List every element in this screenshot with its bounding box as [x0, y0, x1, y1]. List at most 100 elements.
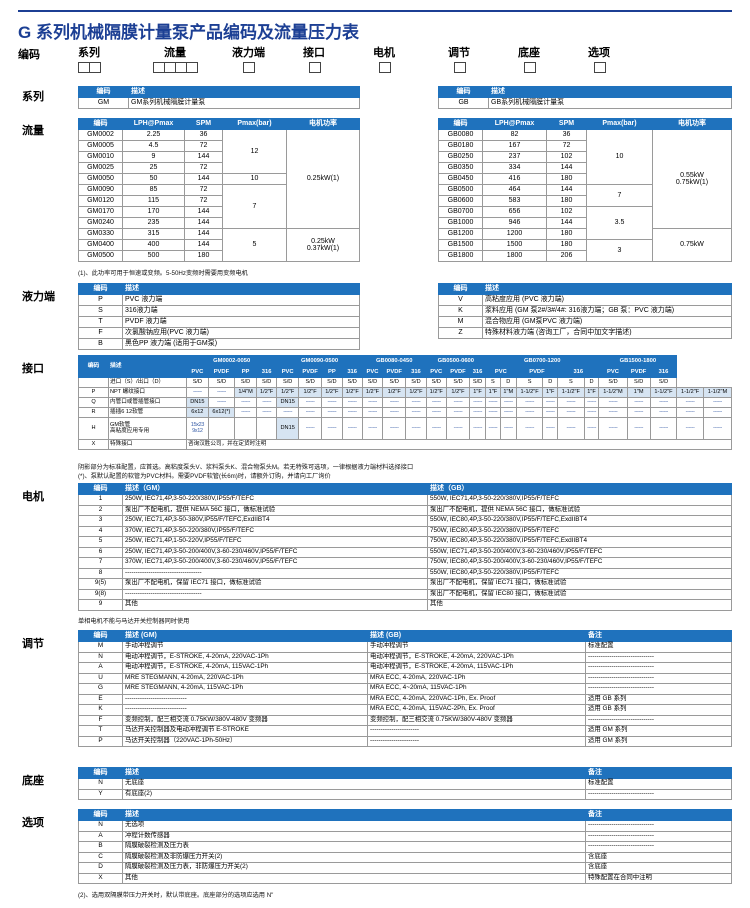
sd-row-code [78, 377, 109, 388]
code-box[interactable] [378, 62, 391, 73]
table-row: N 无底座 标准配置 [78, 778, 732, 790]
code-box[interactable] [593, 62, 606, 73]
code-key-adjust-label: 调节 [448, 47, 470, 59]
interface-desc: 插插6 12软管 [108, 407, 187, 418]
option-code: A [78, 830, 123, 842]
interface-cell: ------ [234, 397, 257, 408]
table-row: U MRE STEGMANN, 4-20mA, 220VAC-1Ph MRA ECC… [78, 672, 732, 684]
code-box[interactable] [89, 62, 101, 73]
motor-gm-desc: 其他 [122, 599, 428, 611]
base-desc: 有底座(2) [122, 788, 586, 800]
table-row: T 马达开关控制器及电动冲程调节 E-STROKE ----------------… [78, 725, 732, 737]
interface-cell: ------ [382, 397, 407, 408]
interface-material-header: 316 [649, 366, 678, 378]
interface-cell: 1/2"F [298, 387, 323, 398]
interface-material-header: PVDF [515, 366, 559, 378]
table-row: 2 泵出厂不配电机，提供 NEMA 56C 接口，做标准试验 泵出厂不配电机，提供 … [78, 504, 732, 516]
series-desc: GB系列机械隔膜计量泵 [488, 97, 732, 109]
interface-cell: 1-1/2"F [557, 387, 585, 398]
interface-material-header: 316 [341, 366, 363, 378]
interface-code: X [78, 439, 109, 450]
motor-code: 9(5) [78, 578, 123, 590]
motor-gb-desc: 750W, IEC80,4P,3-50-220/380V,IP55/F/TEFC… [427, 536, 732, 548]
interface-material-header: PVC [425, 366, 447, 378]
interface-cell: 1"F [484, 387, 501, 398]
code-box[interactable] [186, 62, 198, 73]
interface-cell: ------ [207, 397, 236, 408]
table-row: K ----------------------------- MRA ECC, 4… [78, 704, 732, 716]
flow-pmax: 3.5 [586, 206, 653, 240]
interface-cell: 1"F [469, 387, 486, 398]
code-box[interactable] [523, 62, 536, 73]
flow-code: GB0600 [438, 195, 483, 207]
interface-material-header: PVDF [626, 366, 651, 378]
table-row: Q 内管口或管插管接口 DN15 ------ ------ ------ DN15 ----… [78, 397, 733, 408]
flow-pmax: 7 [586, 184, 653, 207]
col-code: 编码 [78, 86, 129, 98]
adjust-note: 适用 GM 系列 [585, 725, 732, 737]
adjust-gm-desc: ----------------------------- [122, 704, 368, 716]
interface-cell: ------ [649, 397, 678, 408]
table-row: 9(8) ------------------------------------… [78, 588, 732, 600]
adjust-gm-desc: 电动冲程调节，E-STROKE, 4-20mA, 220VAC-1Ph [122, 651, 368, 663]
flow-code: GM0120 [78, 195, 123, 207]
section-label-interface: 接口 [22, 363, 44, 375]
liquid-end-code: B [78, 338, 123, 350]
adjust-note: 适用 GB 系列 [585, 704, 732, 716]
flow-spm: 206 [546, 250, 587, 262]
code-box[interactable] [308, 62, 321, 73]
flow-lph: 9 [122, 151, 185, 163]
interface-cell: ------ [255, 397, 278, 408]
flow-code: GM0400 [78, 239, 123, 251]
adjust-gb-desc: ----------------------- [367, 735, 586, 747]
code-key-series: 系列 [78, 44, 101, 73]
interface-cell: ------ [583, 397, 600, 408]
liquid-end-code: F [78, 327, 123, 339]
interface-desc: GM软管 高粘度应用专用 [108, 417, 187, 440]
flow-code: GB0250 [438, 151, 483, 163]
flow-code: GB0350 [438, 162, 483, 174]
table-row: GM0170 170 144 [78, 206, 360, 218]
flow-code: GM0090 [78, 184, 123, 196]
sd-cell: S/D [321, 377, 343, 388]
interface-cell: ------ [298, 397, 323, 408]
table-row: GB1800 1800 206 [438, 250, 732, 262]
flow-spm: 144 [184, 217, 223, 229]
table-row: GB1200 1200 180 0.75kW [438, 228, 732, 262]
interface-material-header: PVC [598, 366, 628, 378]
interface-cell: ------ [425, 397, 447, 408]
motor-code: 3 [78, 515, 123, 527]
flow-lph: 170 [122, 206, 185, 218]
section-label-option: 选项 [22, 817, 44, 829]
code-box[interactable] [243, 62, 255, 73]
motor-gb-desc: 550W, IEC71,4P,3-50-200/400V,3-60-230/46… [427, 546, 732, 558]
adjust-code: A [78, 662, 123, 674]
col-code: 编码 [438, 118, 483, 130]
code-key-bar: 编码 系列 流量 液力端 接口 电机 [18, 44, 732, 76]
code-box[interactable] [453, 62, 466, 73]
col-gm: 描述（GM） [122, 483, 428, 495]
adjust-code: P [78, 735, 123, 747]
code-key-liquid-end: 液力端 [232, 44, 265, 73]
col-code: 编码 [438, 86, 489, 98]
table-row: GM0330 315 144 5 0.25kW 0.37kW(1) [78, 228, 360, 262]
col-lph: LPH@Pmax [122, 118, 185, 130]
col-desc: 描述 [122, 809, 586, 821]
flow-spm: 72 [184, 140, 223, 152]
flow-code: GM0005 [78, 140, 123, 152]
interface-cell: 15x23 9x12 [186, 417, 209, 440]
section-label-series: 系列 [22, 91, 44, 103]
flow-power: 0.75kW [652, 228, 732, 262]
sd-cell: S/D [626, 377, 651, 388]
col-note: 备注 [585, 767, 732, 779]
col-code: 编码 [78, 809, 123, 821]
sd-row-label: 进口（S）/出口（D） [108, 377, 187, 388]
liquid-end-table-right: 编码 描述 V 高粘度应用 (PVC 液力端) K 浆料应用 (GM 泵2#/3#/4… [438, 283, 732, 339]
adjust-note: ------------------------------- [585, 672, 732, 684]
interface-cell: 6x12(*) [207, 407, 236, 418]
section-label-motor: 电机 [22, 491, 44, 503]
option-desc: 隔膜破裂检测及压力表，非防爆压力开关(2) [122, 862, 586, 874]
table-row: 8 ------------------------------------ 550… [78, 567, 732, 579]
interface-code: R [78, 407, 109, 418]
